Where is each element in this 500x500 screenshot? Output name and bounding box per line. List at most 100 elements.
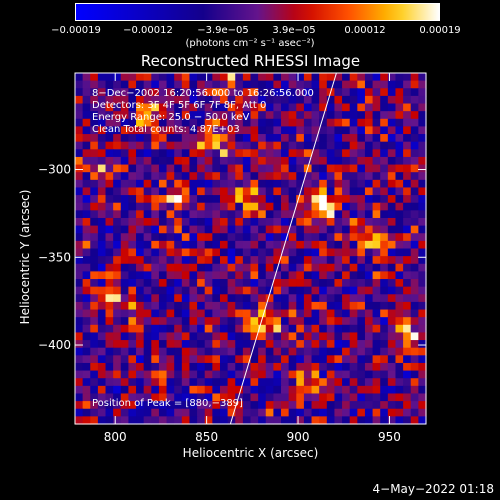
heatmap-cell [227,149,236,158]
heatmap-cell [418,88,427,97]
heatmap-cell [364,393,374,402]
heatmap-cell [181,103,191,112]
heatmap-cell [258,118,267,128]
heatmap-cell [342,271,351,280]
heatmap-cell [97,149,107,158]
heatmap-cell [212,233,221,242]
heatmap-cell [334,103,343,112]
heatmap-cell [250,95,259,105]
heatmap-cell [296,362,305,372]
heatmap-cell [281,271,290,280]
heatmap-cell [410,95,419,105]
heatmap-cell [372,233,381,242]
heatmap-cell [357,126,366,135]
heatmap-cell [128,340,137,349]
heatmap-cell [288,80,297,89]
heatmap-cell [334,256,343,265]
heatmap-cell [105,195,114,204]
heatmap-cell [326,263,336,272]
colorbar-tick-label: −0.00019 [51,25,101,36]
heatmap-cell [113,240,122,250]
heatmap-cell [380,187,389,196]
heatmap-cell [273,378,282,387]
heatmap-cell [212,256,221,265]
heatmap-cell [166,195,175,204]
heatmap-cell [326,408,336,417]
colorbar-tick-label: 3.9e−05 [272,25,316,36]
heatmap-cell [334,362,343,372]
heatmap-cell [303,240,313,250]
heatmap-cell [387,202,397,211]
heatmap-cell [189,416,198,425]
heatmap-cell [128,271,137,280]
heatmap-cell [113,401,122,410]
heatmap-cell [174,301,183,311]
heatmap-cell [364,210,374,219]
heatmap-cell [311,301,320,311]
heatmap-cell [82,88,91,97]
heatmap-cell [319,217,328,227]
heatmap-cell [326,141,336,150]
heatmap-cell [387,179,397,189]
heatmap-cell [97,347,107,356]
heatmap-cell [403,73,412,82]
heatmap-cell [258,317,267,326]
heatmap-cell [75,286,84,295]
heatmap-cell [334,355,343,364]
heatmap-cell [250,317,259,326]
heatmap-cell [128,103,137,112]
heatmap-cell [158,378,168,387]
heatmap-cell [204,210,213,219]
heatmap-cell [174,225,183,234]
heatmap-cell [90,172,99,181]
heatmap-cell [418,118,427,128]
heatmap-cell [75,240,84,250]
heatmap-cell [250,279,259,288]
heatmap-cell [97,111,107,120]
heatmap-cell [372,210,381,219]
heatmap-cell [319,240,328,250]
heatmap-cell [403,362,412,372]
heatmap-cell [334,225,343,234]
heatmap-cell [372,317,381,326]
heatmap-cell [212,416,221,425]
heatmap-cell [281,324,290,334]
heatmap-cell [403,416,412,425]
heatmap-cell [288,385,297,395]
heatmap-cell [158,340,168,349]
heatmap-cell [235,141,244,150]
heatmap-cell [403,225,412,234]
heatmap-cell [219,179,229,189]
heatmap-cell [387,317,397,326]
heatmap-cell [227,286,236,295]
heatmap-cell [181,385,191,395]
heatmap-cell [364,271,374,280]
heatmap-cell [174,111,183,120]
heatmap-cell [181,126,191,135]
heatmap-cell [364,378,374,387]
heatmap-cell [296,301,305,311]
heatmap-cell [326,393,336,402]
heatmap-cell [113,286,122,295]
heatmap-cell [120,301,130,311]
heatmap-cell [219,279,229,288]
heatmap-cell [296,103,305,112]
heatmap-cell [273,271,282,280]
heatmap-cell [281,111,290,120]
heatmap-cell [75,294,84,303]
heatmap-cell [265,111,274,120]
heatmap-cell [143,256,152,265]
heatmap-cell [151,156,160,166]
heatmap-cell [303,187,313,196]
heatmap-cell [334,179,343,189]
heatmap-cell [242,88,252,97]
heatmap-cell [296,309,305,318]
heatmap-cell [143,80,152,89]
heatmap-cell [364,324,374,334]
heatmap-cell [143,279,152,288]
heatmap-cell [75,416,84,425]
heatmap-cell [296,240,305,250]
heatmap-cell [410,286,419,295]
heatmap-cell [342,248,351,257]
heatmap-cell [288,294,297,303]
